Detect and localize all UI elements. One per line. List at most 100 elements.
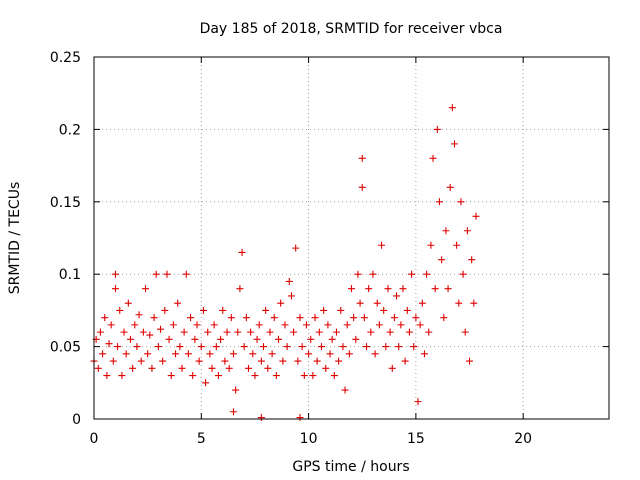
data-point [221, 357, 229, 365]
data-point [412, 314, 420, 322]
data-point [137, 357, 145, 365]
data-point [249, 350, 257, 358]
data-point [189, 372, 197, 380]
data-point [283, 343, 291, 351]
x-tick-labels: 0 5 10 15 20 [90, 431, 533, 447]
data-point [317, 343, 325, 351]
data-point [234, 328, 242, 336]
data-point [390, 314, 398, 322]
data-point [229, 350, 237, 358]
data-point [193, 321, 201, 329]
data-point [245, 364, 252, 372]
y-tick-label: 0.15 [50, 195, 81, 211]
data-point [144, 350, 152, 358]
data-point [305, 350, 313, 358]
data-point [109, 357, 117, 365]
data-point [197, 343, 205, 351]
data-point [388, 364, 396, 372]
data-point [122, 350, 130, 358]
data-point [461, 328, 469, 336]
data-point [378, 241, 386, 249]
data-point [111, 285, 119, 293]
data-point [300, 372, 308, 380]
data-point [356, 299, 364, 307]
data-point [307, 335, 315, 343]
data-point [103, 372, 111, 380]
data-point [294, 357, 302, 365]
data-point [152, 270, 160, 278]
data-point [251, 372, 259, 380]
data-point [94, 364, 102, 372]
data-point [169, 321, 177, 329]
data-point [302, 321, 310, 329]
data-point [444, 285, 452, 293]
data-point [187, 314, 195, 322]
data-point [401, 357, 409, 365]
data-point [472, 212, 480, 220]
data-point [332, 328, 340, 336]
data-point [429, 154, 437, 162]
y-tick-label: 0 [72, 412, 81, 428]
data-point [369, 270, 377, 278]
data-point [330, 372, 338, 380]
data-point [154, 343, 162, 351]
data-points [90, 104, 480, 422]
data-point [309, 372, 317, 380]
data-point [107, 321, 115, 329]
data-point [266, 328, 274, 336]
data-point [416, 321, 424, 329]
data-point [328, 335, 336, 343]
data-point [425, 328, 433, 336]
data-point [210, 321, 218, 329]
data-point [199, 306, 207, 314]
data-point [131, 321, 139, 329]
data-point [470, 299, 478, 307]
data-point [285, 277, 293, 285]
data-point [99, 350, 107, 358]
data-point [375, 321, 383, 329]
data-point [116, 306, 124, 314]
data-point [354, 270, 362, 278]
data-point [410, 343, 418, 351]
data-point [446, 183, 454, 191]
data-point [275, 335, 283, 343]
x-tick-label: 20 [514, 431, 532, 447]
data-point [386, 328, 394, 336]
data-point [240, 343, 248, 351]
data-point [214, 372, 222, 380]
data-point [339, 343, 347, 351]
data-point [395, 343, 403, 351]
data-point [358, 183, 366, 191]
data-point [257, 414, 265, 422]
data-point [431, 285, 439, 293]
data-point [453, 241, 461, 249]
data-point [279, 357, 287, 365]
data-point [120, 328, 128, 336]
data-point [457, 198, 465, 206]
data-point [341, 386, 349, 394]
data-point [315, 328, 323, 336]
data-point [236, 285, 244, 293]
data-point [287, 292, 295, 300]
data-point [253, 335, 261, 343]
data-point [272, 372, 280, 380]
y-tick-label: 0.05 [50, 340, 81, 356]
data-point [367, 328, 375, 336]
data-point [393, 292, 401, 300]
data-point [195, 357, 203, 365]
data-point [373, 299, 381, 307]
data-point [111, 270, 119, 278]
data-point [322, 364, 330, 372]
data-point [277, 299, 285, 307]
data-point [292, 244, 300, 252]
data-point [135, 311, 143, 319]
data-point [202, 379, 210, 387]
data-point [468, 256, 476, 264]
data-point [148, 364, 156, 372]
data-point [219, 306, 227, 314]
data-point [459, 270, 467, 278]
data-point [348, 285, 355, 293]
data-point [262, 306, 270, 314]
